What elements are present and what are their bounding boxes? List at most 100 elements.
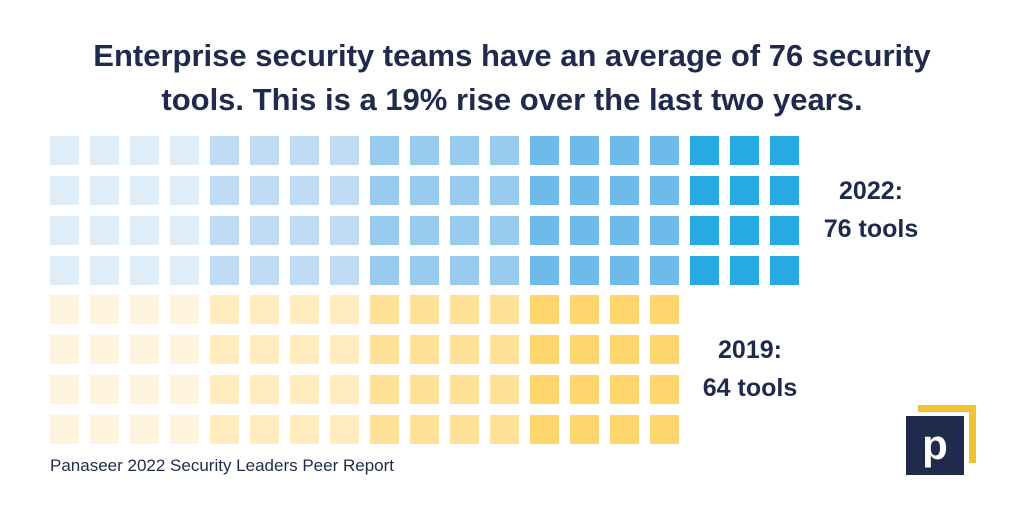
waffle-cell-2022 [370, 136, 399, 165]
waffle-cell-2019 [410, 295, 439, 324]
waffle-cell-2019 [210, 415, 239, 444]
waffle-cell-2022 [90, 176, 119, 205]
waffle-cell-2019 [650, 375, 679, 404]
waffle-cell-2019 [490, 415, 519, 444]
waffle-cell-2022 [570, 136, 599, 165]
waffle-cell-2022 [50, 256, 79, 285]
waffle-cell-2019 [570, 335, 599, 364]
waffle-cell-2022 [490, 216, 519, 245]
waffle-cell-2022 [450, 136, 479, 165]
waffle-cell-2022 [610, 176, 639, 205]
waffle-cell-2019 [410, 335, 439, 364]
waffle-cell-2022 [570, 216, 599, 245]
waffle-cell-2022 [330, 136, 359, 165]
waffle-cell-2022 [690, 136, 719, 165]
waffle-cell-2022 [130, 256, 159, 285]
waffle-cell-2019 [330, 295, 359, 324]
waffle-cell-2022 [730, 136, 759, 165]
waffle-cell-2019 [130, 295, 159, 324]
waffle-cell-2019 [210, 295, 239, 324]
waffle-cell-2022 [610, 256, 639, 285]
waffle-cell-2019 [210, 375, 239, 404]
label-2022-count: 76 tools [824, 215, 918, 243]
waffle-cell-2019 [50, 295, 79, 324]
waffle-cell-2019 [50, 415, 79, 444]
waffle-cell-2019 [530, 295, 559, 324]
logo-bracket-shape [918, 405, 976, 463]
waffle-cell-2022 [490, 176, 519, 205]
waffle-cell-2019 [90, 415, 119, 444]
waffle-cell-2022 [690, 216, 719, 245]
waffle-cell-2019 [90, 295, 119, 324]
waffle-cell-2022 [450, 176, 479, 205]
waffle-cell-2019 [570, 295, 599, 324]
waffle-cell-2019 [650, 415, 679, 444]
waffle-cell-2022 [210, 136, 239, 165]
waffle-cell-2019 [450, 375, 479, 404]
waffle-cell-2019 [90, 375, 119, 404]
waffle-cell-2019 [330, 415, 359, 444]
waffle-cell-2019 [330, 335, 359, 364]
waffle-cell-2022 [650, 176, 679, 205]
waffle-cell-2022 [530, 256, 559, 285]
waffle-cell-2019 [170, 375, 199, 404]
waffle-cell-2022 [610, 136, 639, 165]
waffle-cell-2022 [130, 216, 159, 245]
waffle-cell-2022 [50, 136, 79, 165]
waffle-2022 [50, 136, 799, 285]
waffle-cell-2019 [490, 375, 519, 404]
waffle-cell-2022 [130, 176, 159, 205]
waffle-cell-2022 [370, 256, 399, 285]
waffle-cell-2019 [530, 375, 559, 404]
waffle-cell-2022 [130, 136, 159, 165]
waffle-cell-2019 [170, 415, 199, 444]
waffle-2019 [50, 295, 679, 444]
waffle-cell-2022 [690, 256, 719, 285]
waffle-cell-2019 [370, 335, 399, 364]
waffle-cell-2019 [250, 375, 279, 404]
waffle-cell-2022 [650, 256, 679, 285]
waffle-cell-2019 [370, 375, 399, 404]
waffle-cell-2022 [770, 136, 799, 165]
waffle-cell-2022 [490, 136, 519, 165]
waffle-cell-2022 [250, 256, 279, 285]
waffle-cell-2019 [130, 375, 159, 404]
waffle-cell-2022 [530, 136, 559, 165]
waffle-cell-2019 [50, 335, 79, 364]
waffle-cell-2019 [650, 295, 679, 324]
waffle-cell-2022 [770, 256, 799, 285]
logo-square-shape [906, 416, 964, 475]
waffle-cell-2019 [290, 335, 319, 364]
panaseer-logo: p [906, 405, 976, 475]
waffle-cell-2022 [50, 216, 79, 245]
waffle-cell-2019 [130, 415, 159, 444]
waffle-cell-2022 [210, 256, 239, 285]
waffle-cell-2019 [290, 415, 319, 444]
headline: Enterprise security teams have an averag… [62, 34, 962, 122]
waffle-cell-2019 [570, 375, 599, 404]
waffle-cell-2019 [410, 375, 439, 404]
waffle-cell-2022 [330, 256, 359, 285]
waffle-cell-2022 [370, 216, 399, 245]
waffle-cell-2019 [610, 375, 639, 404]
waffle-cell-2022 [290, 136, 319, 165]
waffle-cell-2022 [90, 136, 119, 165]
waffle-cell-2019 [370, 415, 399, 444]
waffle-cell-2019 [170, 295, 199, 324]
waffle-cell-2022 [410, 256, 439, 285]
waffle-cell-2019 [450, 295, 479, 324]
waffle-cell-2022 [330, 176, 359, 205]
waffle-cell-2022 [410, 176, 439, 205]
waffle-cell-2022 [250, 176, 279, 205]
waffle-cell-2022 [730, 216, 759, 245]
waffle-cell-2019 [290, 295, 319, 324]
waffle-cell-2022 [610, 216, 639, 245]
waffle-cell-2022 [770, 176, 799, 205]
waffle-cell-2022 [250, 136, 279, 165]
waffle-cell-2019 [610, 415, 639, 444]
label-2019-count: 64 tools [703, 374, 797, 402]
waffle-cell-2019 [530, 415, 559, 444]
waffle-cell-2019 [170, 335, 199, 364]
waffle-cell-2022 [730, 256, 759, 285]
